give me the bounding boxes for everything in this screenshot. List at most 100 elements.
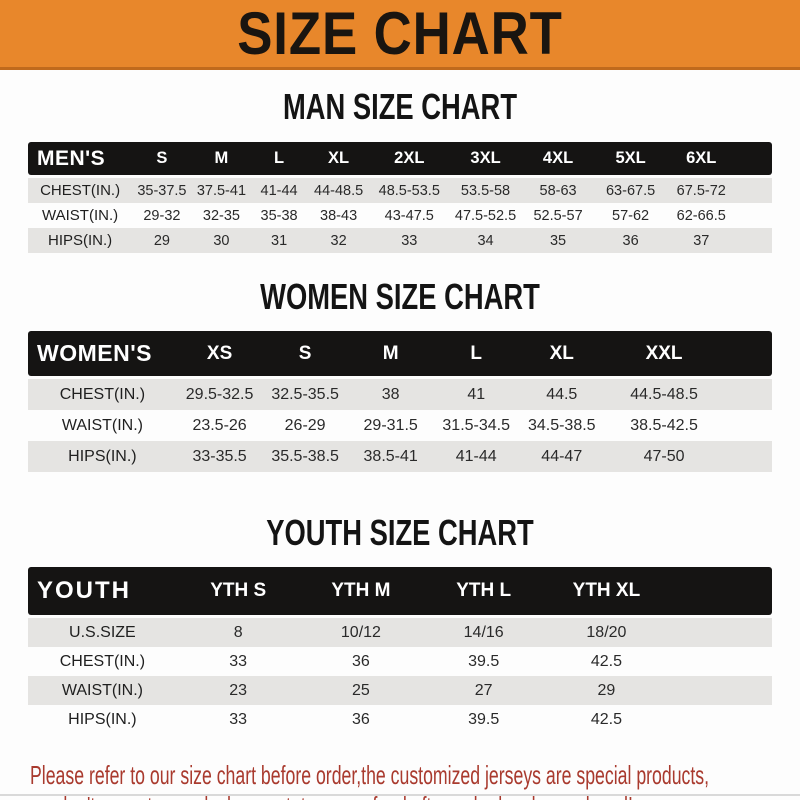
youth-hips-row: HIPS(IN.) 33 36 39.5 42.5 — [28, 705, 772, 734]
cell: 47-50 — [643, 447, 685, 465]
men-col-xl: XL — [328, 149, 350, 167]
cell: 48.5-53.5 — [378, 182, 440, 199]
row-label: WAIST(IN.) — [42, 207, 119, 224]
youth-col-l: YTH L — [456, 580, 512, 601]
women-col-l: L — [470, 342, 483, 364]
cell: 35.5-38.5 — [271, 447, 339, 465]
cell: 35-37.5 — [137, 182, 187, 199]
youth-section: YOUTH SIZE CHART YOUTH YTH S YTH M YTH L… — [0, 515, 800, 734]
youth-col-xl: YTH XL — [572, 580, 641, 601]
row-label: U.S.SIZE — [69, 623, 136, 641]
women-table-corner-label: WOMEN'S — [37, 340, 153, 366]
men-chest-row: CHEST(IN.) 35-37.5 37.5-41 41-44 44-48.5… — [28, 178, 772, 203]
youth-col-s: YTH S — [210, 580, 267, 601]
size-chart-content: MAN SIZE CHART MEN'S S M L XL 2XL 3XL 4X… — [0, 89, 800, 800]
cell: 36 — [352, 652, 370, 670]
cell: 25 — [352, 681, 370, 699]
cell: 30 — [213, 232, 230, 249]
women-size-table: WOMEN'S XS S M L XL XXL CHEST(IN.) 29.5-… — [28, 331, 772, 472]
cell: 33 — [229, 652, 248, 670]
women-section: WOMEN SIZE CHART WOMEN'S XS S M L XL XXL… — [0, 279, 800, 472]
row-label: WAIST(IN.) — [61, 681, 143, 699]
row-label: CHEST(IN.) — [59, 385, 146, 403]
divider — [0, 794, 800, 796]
cell: 29-31.5 — [363, 416, 418, 434]
youth-section-title: YOUTH SIZE CHART — [266, 512, 534, 553]
row-label: HIPS(IN.) — [68, 710, 137, 728]
cell: 32 — [330, 232, 347, 249]
men-size-table: MEN'S S M L XL 2XL 3XL 4XL 5XL 6XL CHEST… — [28, 142, 772, 253]
cell: 39.5 — [468, 652, 500, 670]
men-waist-row: WAIST(IN.) 29-32 32-35 35-38 38-43 43-47… — [28, 203, 772, 228]
row-label: HIPS(IN.) — [47, 232, 113, 249]
cell: 33 — [401, 232, 418, 249]
men-table-header-row: MEN'S S M L XL 2XL 3XL 4XL 5XL 6XL — [28, 142, 772, 175]
cell: 37.5-41 — [196, 182, 247, 199]
cell: 10/12 — [340, 623, 381, 641]
women-col-xxl: XXL — [645, 342, 683, 364]
cell: 23.5-26 — [192, 416, 247, 434]
men-section-title: MAN SIZE CHART — [282, 86, 518, 127]
cell: 29.5-32.5 — [185, 385, 254, 403]
men-col-l: L — [274, 149, 285, 167]
cell: 38.5-41 — [363, 447, 418, 465]
cell: 41-44 — [455, 447, 497, 465]
cell: 41 — [467, 385, 486, 403]
cell: 63-67.5 — [605, 182, 656, 199]
notice-line-1: Please refer to our size chart before or… — [30, 760, 710, 790]
cell: 35 — [549, 232, 567, 249]
cell: 37 — [693, 232, 710, 249]
men-hips-row: HIPS(IN.) 29 30 31 32 33 34 35 36 37 — [28, 228, 772, 253]
cell: 35-38 — [260, 207, 298, 224]
cell: 8 — [233, 623, 243, 641]
cell: 29-32 — [143, 207, 181, 224]
women-col-xs: XS — [206, 342, 233, 364]
men-col-5xl: 5XL — [615, 149, 646, 167]
cell: 44.5 — [546, 385, 578, 403]
banner-title: SIZE CHART — [237, 0, 563, 67]
youth-chest-row: CHEST(IN.) 33 36 39.5 42.5 — [28, 647, 772, 676]
cell: 44.5-48.5 — [630, 385, 698, 403]
youth-size-table: YOUTH YTH S YTH M YTH L YTH XL U.S.SIZE … — [28, 567, 772, 734]
men-col-3xl: 3XL — [470, 149, 501, 167]
cell: 44-47 — [541, 447, 583, 465]
women-chest-row: CHEST(IN.) 29.5-32.5 32.5-35.5 38 41 44.… — [28, 379, 772, 410]
men-col-m: M — [214, 149, 229, 167]
cell: 29 — [597, 681, 616, 699]
women-hips-row: HIPS(IN.) 33-35.5 35.5-38.5 38.5-41 41-4… — [28, 441, 772, 472]
cell: 32.5-35.5 — [271, 385, 339, 403]
row-label: CHEST(IN.) — [40, 182, 121, 199]
cell: 57-62 — [612, 207, 650, 224]
cell: 18/20 — [586, 623, 627, 641]
cell: 38-43 — [320, 207, 358, 224]
women-table-header-row: WOMEN'S XS S M L XL XXL — [28, 331, 772, 376]
cell: 31.5-34.5 — [442, 416, 511, 434]
cell: 31 — [271, 232, 288, 249]
cell: 29 — [153, 232, 170, 249]
youth-table-corner-label: YOUTH — [37, 577, 131, 604]
men-col-4xl: 4XL — [542, 149, 574, 167]
cell: 42.5 — [590, 710, 622, 728]
size-chart-banner: SIZE CHART — [0, 0, 800, 70]
row-label: WAIST(IN.) — [61, 416, 143, 434]
men-col-s: S — [156, 149, 168, 167]
cell: 67.5-72 — [676, 182, 726, 199]
cell: 53.5-58 — [460, 182, 511, 199]
cell: 39.5 — [468, 710, 500, 728]
cell: 38.5-42.5 — [630, 416, 698, 434]
cell: 36 — [622, 232, 639, 249]
cell: 44-48.5 — [314, 182, 364, 199]
cell: 47.5-52.5 — [454, 207, 517, 224]
cell: 33-35.5 — [192, 447, 247, 465]
women-waist-row: WAIST(IN.) 23.5-26 26-29 29-31.5 31.5-34… — [28, 410, 772, 441]
women-col-m: M — [382, 342, 399, 364]
men-col-6xl: 6XL — [686, 149, 717, 167]
men-table-corner-label: MEN'S — [37, 146, 106, 170]
cell: 58-63 — [539, 182, 577, 199]
cell: 23 — [229, 681, 248, 699]
cell: 43-47.5 — [384, 207, 434, 224]
cell: 26-29 — [284, 416, 326, 434]
youth-waist-row: WAIST(IN.) 23 25 27 29 — [28, 676, 772, 705]
row-label: CHEST(IN.) — [59, 652, 146, 670]
women-col-s: S — [298, 342, 312, 364]
